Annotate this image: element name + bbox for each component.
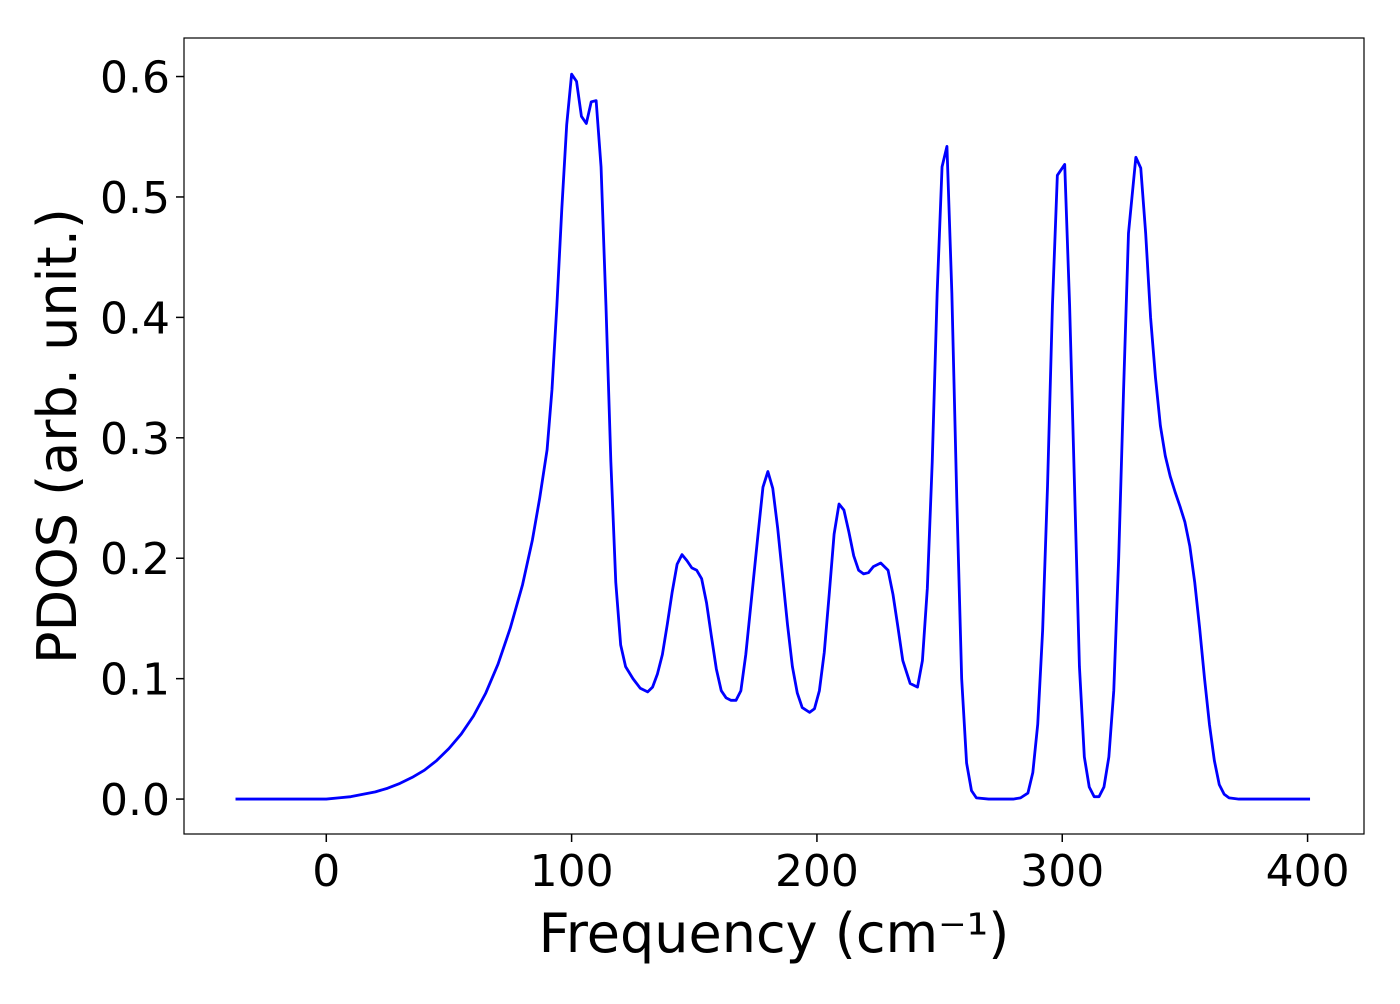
y-tick-label: 0.5 xyxy=(100,173,170,224)
x-tick-label: 0 xyxy=(312,846,340,897)
x-tick-label: 100 xyxy=(530,846,614,897)
y-tick-label: 0.2 xyxy=(100,534,170,585)
x-tick-label: 200 xyxy=(775,846,859,897)
y-tick-label: 0.6 xyxy=(100,53,170,104)
x-tick-label: 300 xyxy=(1020,846,1104,897)
y-axis-label: PDOS (arb. unit.) xyxy=(26,208,89,664)
data-line xyxy=(235,72,1311,801)
y-tick-label: 0.1 xyxy=(100,655,170,706)
x-axis-label: Frequency (cm⁻¹) xyxy=(539,902,1010,965)
x-tick-label: 400 xyxy=(1266,846,1350,897)
y-tick-label: 0.3 xyxy=(100,414,170,465)
y-tick-label: 0.0 xyxy=(100,775,170,826)
y-tick-label: 0.4 xyxy=(100,293,170,344)
plot-frame xyxy=(183,37,1365,835)
